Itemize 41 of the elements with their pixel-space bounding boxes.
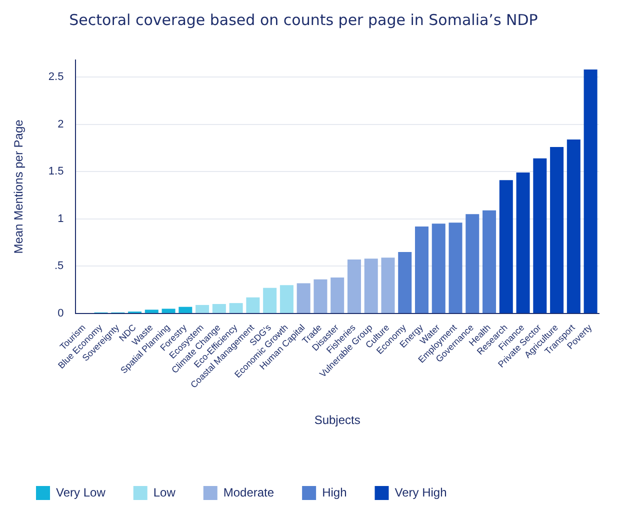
bar <box>280 285 294 313</box>
y-tick-label: 1.5 <box>48 166 64 178</box>
bar <box>415 226 429 313</box>
bar <box>448 222 462 313</box>
chart-title: Sectoral coverage based on counts per page in Somalia’s NDP <box>69 10 538 29</box>
bar <box>381 258 395 313</box>
bar <box>246 297 260 313</box>
bar <box>566 139 580 313</box>
y-tick-label: 2 <box>58 118 64 130</box>
bar <box>162 308 176 313</box>
legend-label: Very Low <box>56 485 106 500</box>
bar <box>466 214 480 313</box>
y-tick-label: 2.5 <box>48 71 64 84</box>
bar <box>398 252 412 313</box>
y-tick-label: 1 <box>58 212 64 225</box>
bar <box>499 180 513 313</box>
bar <box>212 304 226 313</box>
bar <box>432 224 446 313</box>
bar <box>144 310 158 313</box>
bar <box>533 158 547 313</box>
y-tick-label: .5 <box>54 260 64 272</box>
y-tick-label: 0 <box>58 308 64 320</box>
bar <box>178 306 192 313</box>
bar <box>314 279 328 313</box>
legend-label: Moderate <box>223 485 274 500</box>
legend-label: High <box>322 485 347 500</box>
bar <box>516 172 530 313</box>
bar <box>364 258 378 313</box>
bar <box>482 210 496 313</box>
x-axis-title: Subjects <box>314 413 360 428</box>
bar <box>550 147 564 313</box>
bar <box>263 288 277 313</box>
bar <box>330 278 344 313</box>
bar <box>584 69 598 313</box>
bar <box>347 260 361 313</box>
y-axis-title: Mean Mentions per Page <box>12 119 26 254</box>
bar <box>296 283 310 313</box>
bar <box>196 304 210 313</box>
legend-label: Very High <box>394 485 447 500</box>
legend-label: Low <box>153 485 176 500</box>
bar <box>229 303 243 313</box>
